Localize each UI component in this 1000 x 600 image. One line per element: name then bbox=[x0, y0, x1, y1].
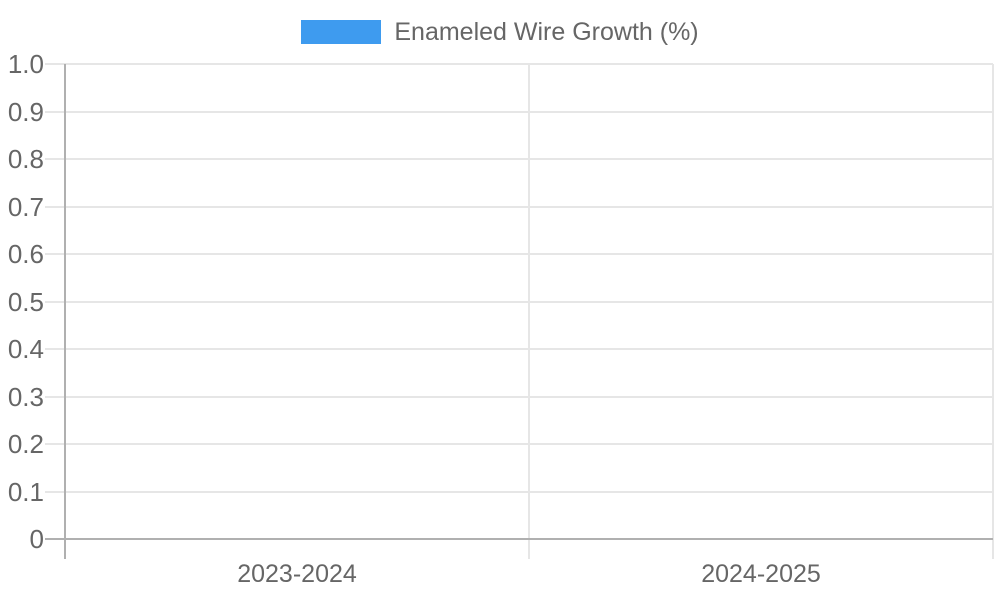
y-tick-label: 0.2 bbox=[7, 429, 44, 459]
y-gridline bbox=[45, 205, 993, 208]
y-gridline bbox=[45, 158, 993, 160]
x-tick-label: 2023-2024 bbox=[237, 560, 357, 588]
y-gridline bbox=[45, 253, 993, 255]
chart-legend-item[interactable]: Enameled Wire Growth (%) bbox=[0, 17, 1000, 47]
y-tick-label: 0.7 bbox=[7, 191, 44, 222]
y-gridline bbox=[45, 490, 993, 493]
y-gridline bbox=[45, 443, 993, 445]
y-gridline bbox=[45, 110, 993, 113]
y-gridline bbox=[45, 395, 993, 398]
y-gridline bbox=[45, 63, 993, 65]
x-axis-baseline bbox=[45, 538, 993, 540]
y-gridline bbox=[45, 348, 993, 350]
y-tick-label: 1.0 bbox=[7, 49, 44, 79]
y-tick-label: 0.9 bbox=[7, 96, 44, 127]
y-tick-label: 0.6 bbox=[7, 239, 44, 269]
y-gridline bbox=[45, 300, 993, 303]
y-tick-label: 0.1 bbox=[7, 476, 44, 507]
y-tick-label: 0.4 bbox=[7, 334, 44, 364]
legend-label: Enameled Wire Growth (%) bbox=[394, 18, 699, 46]
y-tick-label: 0 bbox=[29, 524, 44, 554]
x-tick-label: 2024-2025 bbox=[701, 560, 821, 588]
y-tick-label: 0.8 bbox=[7, 144, 44, 174]
y-tick-label: 0.3 bbox=[7, 381, 44, 412]
y-tick-label: 0.5 bbox=[7, 286, 44, 317]
y-axis-line bbox=[64, 64, 66, 559]
x-gridline bbox=[528, 64, 530, 559]
x-gridline bbox=[992, 64, 994, 559]
legend-color-swatch bbox=[301, 20, 382, 44]
